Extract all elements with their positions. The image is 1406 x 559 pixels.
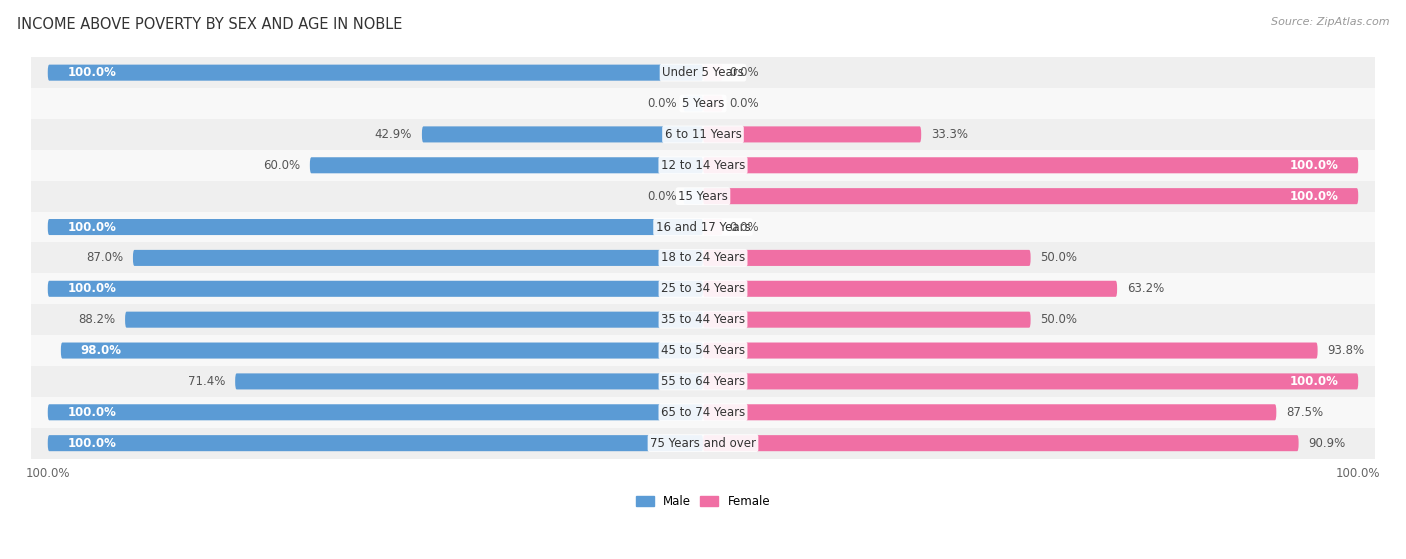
FancyBboxPatch shape <box>703 404 1277 420</box>
Text: 88.2%: 88.2% <box>79 313 115 326</box>
Text: 98.0%: 98.0% <box>80 344 121 357</box>
Text: 100.0%: 100.0% <box>67 406 117 419</box>
Text: 45 to 54 Years: 45 to 54 Years <box>661 344 745 357</box>
Bar <box>31 181 1375 212</box>
Text: 33.3%: 33.3% <box>931 128 967 141</box>
Text: 35 to 44 Years: 35 to 44 Years <box>661 313 745 326</box>
FancyBboxPatch shape <box>703 219 723 235</box>
Text: 93.8%: 93.8% <box>1327 344 1365 357</box>
FancyBboxPatch shape <box>703 157 1358 173</box>
Text: 42.9%: 42.9% <box>375 128 412 141</box>
FancyBboxPatch shape <box>309 157 703 173</box>
Text: 0.0%: 0.0% <box>647 190 676 203</box>
Text: 87.5%: 87.5% <box>1286 406 1323 419</box>
Bar <box>31 397 1375 428</box>
FancyBboxPatch shape <box>134 250 703 266</box>
Text: 65 to 74 Years: 65 to 74 Years <box>661 406 745 419</box>
Text: 5 Years: 5 Years <box>682 97 724 110</box>
Text: 50.0%: 50.0% <box>1040 252 1077 264</box>
FancyBboxPatch shape <box>125 311 703 328</box>
FancyBboxPatch shape <box>703 188 1358 204</box>
Text: 0.0%: 0.0% <box>730 97 759 110</box>
FancyBboxPatch shape <box>683 188 703 204</box>
Text: 75 Years and over: 75 Years and over <box>650 437 756 449</box>
FancyBboxPatch shape <box>703 96 723 112</box>
Text: 16 and 17 Years: 16 and 17 Years <box>655 221 751 234</box>
FancyBboxPatch shape <box>703 126 921 143</box>
Text: 100.0%: 100.0% <box>67 437 117 449</box>
FancyBboxPatch shape <box>703 311 1031 328</box>
Text: 71.4%: 71.4% <box>188 375 225 388</box>
Text: 100.0%: 100.0% <box>67 221 117 234</box>
FancyBboxPatch shape <box>703 281 1118 297</box>
Text: 0.0%: 0.0% <box>730 66 759 79</box>
Bar <box>31 88 1375 119</box>
Text: 12 to 14 Years: 12 to 14 Years <box>661 159 745 172</box>
Bar <box>31 335 1375 366</box>
Text: 15 Years: 15 Years <box>678 190 728 203</box>
Bar <box>31 119 1375 150</box>
Bar <box>31 273 1375 304</box>
FancyBboxPatch shape <box>48 435 703 451</box>
FancyBboxPatch shape <box>48 65 703 80</box>
Bar <box>31 304 1375 335</box>
Legend: Male, Female: Male, Female <box>631 490 775 513</box>
Text: 60.0%: 60.0% <box>263 159 299 172</box>
Text: 63.2%: 63.2% <box>1128 282 1164 295</box>
Text: 100.0%: 100.0% <box>67 282 117 295</box>
Bar <box>31 150 1375 181</box>
Text: Under 5 Years: Under 5 Years <box>662 66 744 79</box>
Bar <box>31 57 1375 88</box>
Text: 100.0%: 100.0% <box>1289 159 1339 172</box>
Text: 100.0%: 100.0% <box>1289 190 1339 203</box>
Bar <box>31 428 1375 458</box>
FancyBboxPatch shape <box>703 435 1299 451</box>
Text: 87.0%: 87.0% <box>86 252 124 264</box>
FancyBboxPatch shape <box>235 373 703 390</box>
Text: 100.0%: 100.0% <box>1289 375 1339 388</box>
Text: 90.9%: 90.9% <box>1309 437 1346 449</box>
FancyBboxPatch shape <box>683 96 703 112</box>
FancyBboxPatch shape <box>703 250 1031 266</box>
Text: 6 to 11 Years: 6 to 11 Years <box>665 128 741 141</box>
Text: 18 to 24 Years: 18 to 24 Years <box>661 252 745 264</box>
Bar <box>31 366 1375 397</box>
FancyBboxPatch shape <box>48 404 703 420</box>
Text: Source: ZipAtlas.com: Source: ZipAtlas.com <box>1271 17 1389 27</box>
Text: 0.0%: 0.0% <box>647 97 676 110</box>
FancyBboxPatch shape <box>48 281 703 297</box>
Bar <box>31 243 1375 273</box>
Text: INCOME ABOVE POVERTY BY SEX AND AGE IN NOBLE: INCOME ABOVE POVERTY BY SEX AND AGE IN N… <box>17 17 402 32</box>
Text: 100.0%: 100.0% <box>67 66 117 79</box>
FancyBboxPatch shape <box>703 373 1358 390</box>
Bar <box>31 212 1375 243</box>
Text: 50.0%: 50.0% <box>1040 313 1077 326</box>
FancyBboxPatch shape <box>703 65 723 80</box>
FancyBboxPatch shape <box>422 126 703 143</box>
Text: 55 to 64 Years: 55 to 64 Years <box>661 375 745 388</box>
Text: 25 to 34 Years: 25 to 34 Years <box>661 282 745 295</box>
Text: 0.0%: 0.0% <box>730 221 759 234</box>
FancyBboxPatch shape <box>48 219 703 235</box>
FancyBboxPatch shape <box>60 343 703 358</box>
FancyBboxPatch shape <box>703 343 1317 358</box>
